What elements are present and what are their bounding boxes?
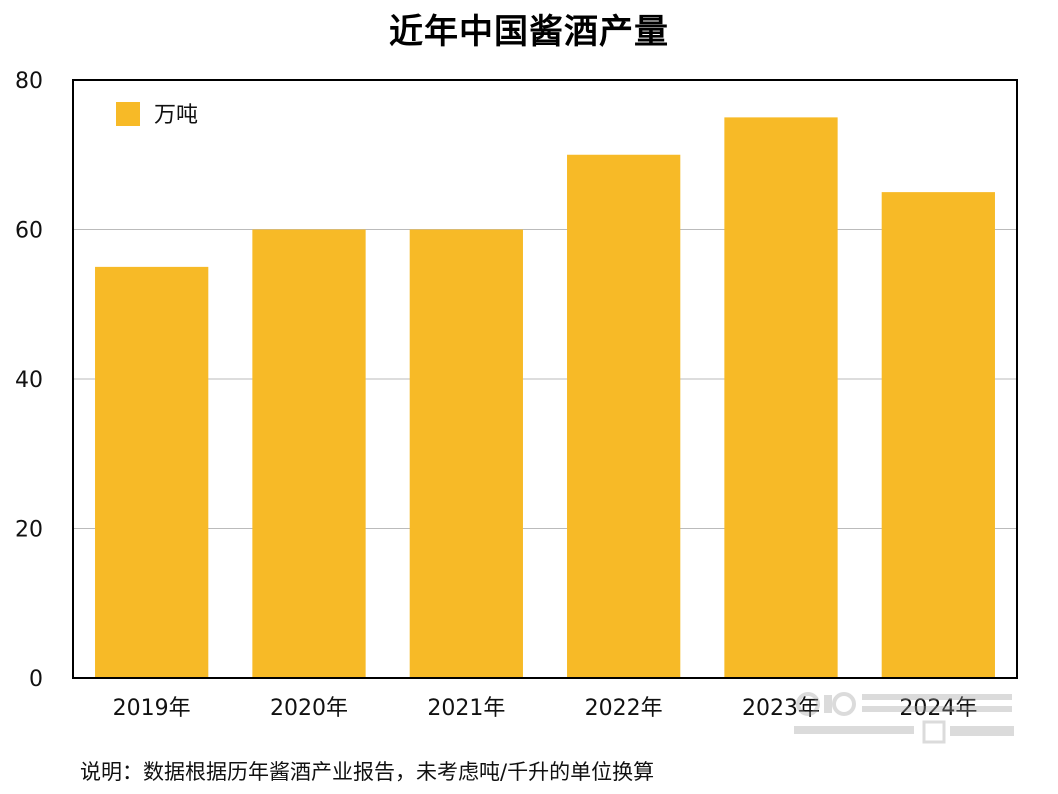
bar — [95, 266, 209, 678]
y-tick-labels: 0 20 40 60 80 — [15, 69, 43, 692]
x-tick-labels: 2019年 2020年 2021年 2022年 2023年 2024年 — [113, 696, 978, 721]
y-tick-label: 60 — [15, 219, 43, 244]
x-tick-label: 2020年 — [270, 696, 348, 721]
x-tick-label: 2019年 — [113, 696, 191, 721]
legend-label: 万吨 — [154, 103, 198, 128]
bar — [567, 154, 681, 678]
bar — [881, 192, 995, 678]
legend: 万吨 — [116, 102, 198, 128]
y-tick-label: 20 — [15, 518, 43, 543]
plot-frame — [72, 79, 1018, 679]
x-tick-label: 2021年 — [427, 696, 505, 721]
bar — [724, 117, 838, 678]
y-tick-label: 0 — [29, 667, 43, 692]
x-tick-label: 2022年 — [585, 696, 663, 721]
chart-footnote: 说明：数据根据历年酱酒产业报告，未考虑吨/千升的单位换算 — [80, 760, 655, 784]
x-tick-label: 2024年 — [899, 696, 977, 721]
axes — [72, 79, 1018, 679]
publisher-watermark-logo — [794, 692, 1014, 744]
bar — [252, 229, 366, 678]
x-tick-label: 2023年 — [742, 696, 820, 721]
bars — [95, 117, 995, 678]
y-tick-label: 40 — [15, 368, 43, 393]
bar — [409, 229, 523, 678]
grid-lines — [73, 229, 1017, 529]
chart-title: 近年中国酱酒产量 — [389, 12, 669, 52]
legend-swatch — [116, 102, 140, 126]
y-tick-label: 80 — [15, 69, 43, 94]
